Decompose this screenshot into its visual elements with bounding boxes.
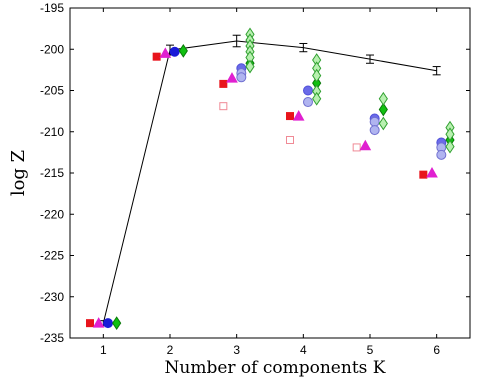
x-axis-label: Number of components K	[165, 358, 386, 378]
ticks-layer: 1 2 3 4 5 6 -235 -230 -225 -220 -215 -210 -205 -200 -1…	[40, 1, 470, 357]
square-marker	[219, 79, 228, 88]
x-tick-label: 4	[300, 343, 307, 357]
y-tick-label: -225	[40, 249, 64, 263]
y-tick-label: -210	[40, 125, 64, 139]
circle-marker	[303, 85, 313, 96]
diamond-marker	[378, 91, 388, 106]
diamond-marker	[445, 139, 455, 154]
square-marker	[286, 136, 294, 144]
circle-marker	[303, 97, 313, 108]
circle-marker	[169, 46, 180, 57]
triangle-marker	[92, 317, 105, 328]
y-tick-label: -230	[40, 290, 64, 304]
diamond-marker	[178, 43, 188, 58]
diamond-marker	[245, 59, 255, 74]
triangle-marker	[292, 110, 305, 121]
circle-marker	[236, 72, 247, 83]
square-marker	[152, 52, 161, 61]
x-tick-label: 1	[100, 343, 107, 357]
triangle-marker	[159, 47, 172, 58]
diamond-marker	[112, 316, 122, 331]
mean-line	[102, 40, 437, 324]
circle-marker	[436, 149, 447, 160]
diamond-marker	[378, 102, 388, 117]
y-tick-label: -200	[40, 42, 64, 56]
circle-marker	[369, 125, 380, 136]
x-tick-label: 3	[233, 343, 240, 357]
square-marker	[86, 319, 94, 328]
circle-marker	[103, 318, 113, 329]
triangle-marker	[226, 72, 238, 83]
triangle-marker	[359, 139, 372, 151]
y-axis-label: log Z	[8, 150, 29, 196]
x-tick-label: 5	[367, 343, 374, 357]
circle-marker	[369, 116, 380, 127]
y-tick-label: -195	[40, 1, 64, 15]
square-marker	[286, 112, 294, 121]
x-tick-label: 6	[433, 343, 440, 357]
y-tick-label: -235	[40, 331, 64, 345]
y-tick-label: -205	[40, 84, 64, 98]
y-tick-label: -220	[40, 207, 64, 221]
diamond-marker	[378, 116, 388, 131]
plot-area	[69, 7, 471, 339]
y-tick-label: -215	[40, 166, 64, 180]
diamond-marker	[312, 91, 322, 106]
x-tick-label: 2	[167, 343, 174, 357]
marker-layer	[86, 27, 455, 331]
square-marker	[352, 143, 361, 152]
triangle-marker	[426, 166, 438, 178]
square-marker	[419, 170, 428, 179]
square-marker	[219, 102, 228, 111]
diamond-marker	[312, 68, 322, 83]
